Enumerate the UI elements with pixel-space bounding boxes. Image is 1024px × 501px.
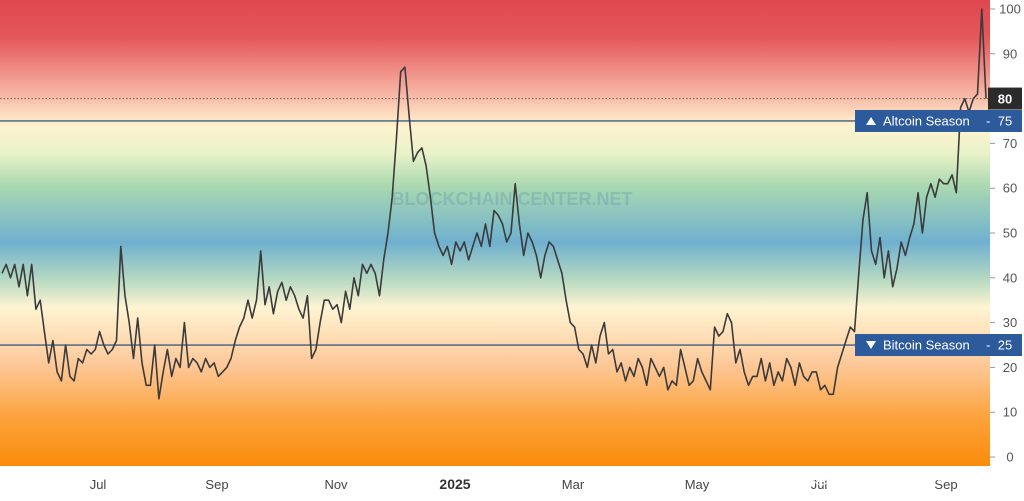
y-tick-label: 70 xyxy=(1003,136,1017,151)
bitcoin-season-label: Bitcoin Season xyxy=(883,338,970,353)
watermark: BLOCKCHAIN CENTER.NET xyxy=(392,189,633,209)
series-layer xyxy=(1,8,987,400)
x-tick-label: Sep xyxy=(205,477,228,492)
triangle-down-icon xyxy=(866,341,876,350)
credit: @ The Cryptonomist xyxy=(811,463,1016,487)
y-tick-label: 90 xyxy=(1003,46,1017,61)
y-tick-label: 10 xyxy=(1003,405,1017,420)
x-axis-background xyxy=(0,466,1024,501)
y-tick-label: 50 xyxy=(1003,226,1017,241)
plot-background xyxy=(0,0,990,466)
x-tick-label: 2025 xyxy=(439,476,470,492)
x-tick-label: Jul xyxy=(90,477,107,492)
y-tick-label: 100 xyxy=(999,1,1021,16)
y-tick-label: 40 xyxy=(1003,270,1017,285)
altcoin-season-label: Altcoin Season xyxy=(883,113,970,128)
x-tick-label: Sep xyxy=(934,477,957,492)
tag-separator: - xyxy=(986,113,990,128)
triangle-up-icon xyxy=(866,116,876,125)
watermark-text: BLOCKCHAIN CENTER.NET xyxy=(392,189,633,209)
y-axis-ticks: 0 10 20 30 40 50 60 70 90 100 xyxy=(990,1,1021,465)
y-tick-label: 20 xyxy=(1003,360,1017,375)
altcoin-season-tag xyxy=(855,109,1022,132)
x-tick-label: May xyxy=(685,477,710,492)
y-tick-label: 60 xyxy=(1003,181,1017,196)
axis-background xyxy=(990,0,1024,466)
current-value-label: 80 xyxy=(998,92,1012,107)
x-tick-label: Nov xyxy=(324,477,348,492)
bitcoin-season-value: 25 xyxy=(998,338,1012,353)
x-tick-label: Mar xyxy=(562,477,585,492)
credit-text: @ The Cryptonomist xyxy=(811,463,1016,487)
bitcoin-season-tag xyxy=(855,334,1022,357)
y-tick-label: 30 xyxy=(1003,315,1017,330)
y-tick-label: 0 xyxy=(1006,450,1013,465)
tag-separator: - xyxy=(986,338,990,353)
reference-lines xyxy=(0,98,990,346)
x-tick-label: Jul xyxy=(811,477,828,492)
series-line xyxy=(1,8,987,400)
x-axis-ticks: Jul Sep Nov 2025 Mar May Jul Sep xyxy=(90,476,958,492)
current-value-badge xyxy=(988,87,1022,110)
altcoin-season-value: 75 xyxy=(998,113,1012,128)
